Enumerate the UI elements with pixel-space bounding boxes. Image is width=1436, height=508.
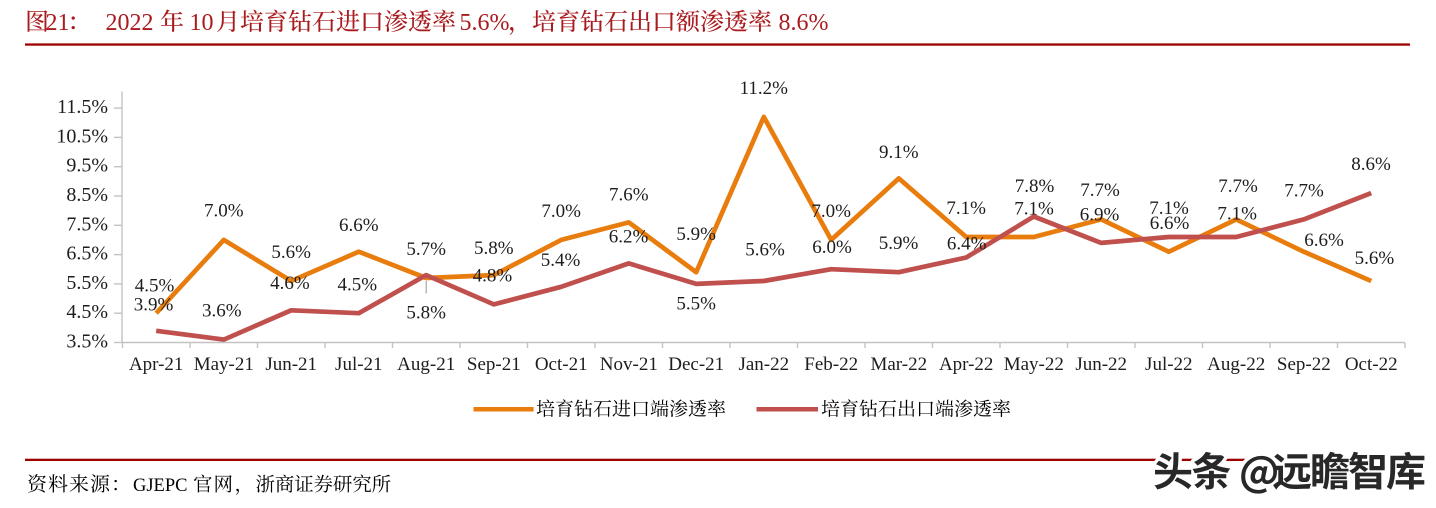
svg-text:7.5%: 7.5% <box>66 213 108 235</box>
svg-text:Nov-21: Nov-21 <box>600 354 658 375</box>
svg-text:Dec-21: Dec-21 <box>668 354 724 375</box>
svg-text:Sep-22: Sep-22 <box>1277 354 1331 375</box>
svg-text:3.5%: 3.5% <box>66 331 108 353</box>
svg-text:Oct-21: Oct-21 <box>535 354 588 375</box>
svg-text:7.1%: 7.1% <box>1014 198 1054 219</box>
svg-text:11.2%: 11.2% <box>740 78 789 99</box>
svg-text:4.5%: 4.5% <box>338 274 378 295</box>
svg-text:Apr-22: Apr-22 <box>939 354 994 375</box>
svg-text:7.0%: 7.0% <box>204 201 244 222</box>
svg-text:10: 10 <box>190 10 214 36</box>
svg-text:5.5%: 5.5% <box>676 294 716 315</box>
svg-text:Jun-21: Jun-21 <box>265 354 317 375</box>
svg-text:3.6%: 3.6% <box>202 300 242 321</box>
svg-text:Sep-21: Sep-21 <box>467 354 521 375</box>
svg-text:4.5%: 4.5% <box>135 275 175 296</box>
svg-text:Jan-22: Jan-22 <box>738 354 789 375</box>
svg-text:5.6%: 5.6% <box>271 242 311 263</box>
svg-text:5.7%: 5.7% <box>406 239 446 260</box>
svg-text:11.5%: 11.5% <box>57 96 108 118</box>
svg-text:7.0%: 7.0% <box>811 201 851 222</box>
svg-text:8.6%: 8.6% <box>779 10 829 36</box>
svg-text:5.9%: 5.9% <box>676 224 716 245</box>
svg-text:5.8%: 5.8% <box>406 303 446 324</box>
svg-text:6.0%: 6.0% <box>812 237 852 258</box>
svg-text:5.6%: 5.6% <box>460 10 510 36</box>
svg-text:9.5%: 9.5% <box>66 155 108 177</box>
svg-text:7.8%: 7.8% <box>1015 176 1055 197</box>
svg-text:3.9%: 3.9% <box>134 295 174 316</box>
svg-text:Feb-22: Feb-22 <box>804 354 858 375</box>
svg-text:Jun-22: Jun-22 <box>1075 354 1127 375</box>
svg-text:6.9%: 6.9% <box>1080 205 1120 226</box>
svg-text:Mar-22: Mar-22 <box>870 354 927 375</box>
svg-text:Oct-22: Oct-22 <box>1345 354 1398 375</box>
svg-text:Aug-22: Aug-22 <box>1207 354 1265 375</box>
svg-text:GJEPC: GJEPC <box>133 476 188 496</box>
svg-text:7.7%: 7.7% <box>1284 180 1324 201</box>
svg-text:2022: 2022 <box>106 10 154 36</box>
svg-text:5.5%: 5.5% <box>66 272 108 294</box>
svg-text:5.6%: 5.6% <box>1355 248 1395 269</box>
svg-text:7.1%: 7.1% <box>1149 198 1189 219</box>
svg-text:Apr-21: Apr-21 <box>129 354 184 375</box>
svg-text:7.0%: 7.0% <box>541 201 581 222</box>
svg-text:May-22: May-22 <box>1004 354 1064 375</box>
svg-text:8.6%: 8.6% <box>1351 154 1391 175</box>
svg-text:6.6%: 6.6% <box>1150 213 1190 234</box>
svg-text:Jul-22: Jul-22 <box>1145 354 1193 375</box>
svg-text:5.4%: 5.4% <box>541 250 581 271</box>
svg-text:6.5%: 6.5% <box>66 243 108 265</box>
svg-text:7.6%: 7.6% <box>609 185 649 206</box>
svg-text:7.7%: 7.7% <box>1080 180 1120 201</box>
svg-text:9.1%: 9.1% <box>879 142 919 163</box>
svg-text:6.6%: 6.6% <box>339 215 379 236</box>
svg-text:7.1%: 7.1% <box>946 198 986 219</box>
svg-text:Aug-21: Aug-21 <box>397 354 455 375</box>
svg-text:Jul-21: Jul-21 <box>335 354 383 375</box>
svg-text:7.1%: 7.1% <box>1217 204 1257 225</box>
svg-text:4.8%: 4.8% <box>473 266 513 287</box>
svg-text:7.7%: 7.7% <box>1218 176 1258 197</box>
svg-text:5.9%: 5.9% <box>879 233 919 254</box>
svg-text:10.5%: 10.5% <box>56 125 108 147</box>
svg-text:4.5%: 4.5% <box>66 301 108 323</box>
svg-text:6.6%: 6.6% <box>1304 230 1344 251</box>
svg-text:May-21: May-21 <box>194 354 254 375</box>
svg-text:21: 21 <box>46 10 70 36</box>
svg-text:8.5%: 8.5% <box>66 184 108 206</box>
svg-text:6.2%: 6.2% <box>609 227 649 248</box>
svg-text:4.6%: 4.6% <box>270 273 310 294</box>
svg-text:6.4%: 6.4% <box>947 234 987 255</box>
svg-text:5.8%: 5.8% <box>474 238 514 259</box>
svg-text:5.6%: 5.6% <box>745 240 785 261</box>
